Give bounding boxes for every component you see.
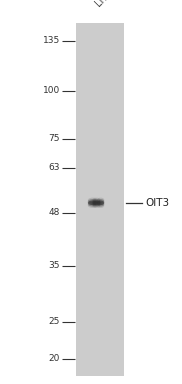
Ellipse shape [92,199,101,204]
Ellipse shape [92,202,101,207]
Text: 75: 75 [49,134,60,143]
Text: 48: 48 [49,209,60,217]
Ellipse shape [88,200,98,205]
Bar [76,23,124,376]
Text: 63: 63 [49,163,60,172]
Text: 100: 100 [43,86,60,95]
Text: 25: 25 [49,317,60,326]
Ellipse shape [88,203,98,208]
Ellipse shape [97,202,104,207]
Text: 35: 35 [49,261,60,270]
Ellipse shape [88,199,98,204]
Text: Liver: Liver [93,0,117,9]
Text: 20: 20 [49,354,60,363]
Ellipse shape [92,200,101,205]
Ellipse shape [97,200,104,205]
Ellipse shape [97,199,104,204]
Ellipse shape [88,198,98,202]
Text: 135: 135 [43,36,60,45]
Ellipse shape [92,198,101,202]
Ellipse shape [88,202,98,207]
Text: OIT3: OIT3 [146,198,170,208]
Ellipse shape [92,203,101,208]
Ellipse shape [97,203,104,208]
Ellipse shape [97,198,104,202]
